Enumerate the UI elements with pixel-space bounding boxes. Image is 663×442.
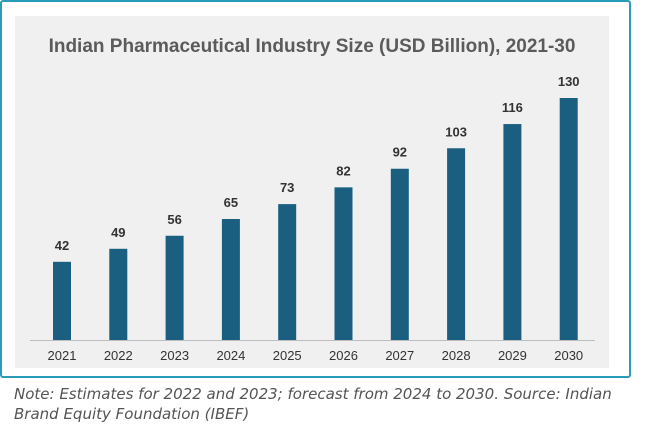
data-label-2026: 82 xyxy=(336,163,350,178)
data-label-2023: 56 xyxy=(167,212,181,227)
bar-2025 xyxy=(278,204,297,340)
data-label-2022: 49 xyxy=(111,225,125,240)
x-tick-label-2026: 2026 xyxy=(329,348,358,363)
x-tick-label-2028: 2028 xyxy=(442,348,471,363)
bar-2022 xyxy=(109,248,128,340)
bar-2021 xyxy=(53,261,71,340)
data-label-2029: 116 xyxy=(502,100,523,115)
bar-2030 xyxy=(559,98,578,340)
x-tick-label-2024: 2024 xyxy=(216,348,245,363)
data-label-2024: 65 xyxy=(224,195,238,210)
bar-2029 xyxy=(503,124,522,340)
x-tick-label-2027: 2027 xyxy=(385,348,414,363)
chart-frame: Indian Pharmaceutical Industry Size (USD… xyxy=(0,0,631,378)
chart-title: Indian Pharmaceutical Industry Size (USD… xyxy=(48,36,576,57)
data-label-2021: 42 xyxy=(55,238,69,253)
data-label-2027: 92 xyxy=(393,145,407,160)
data-label-2025: 73 xyxy=(280,180,294,195)
chart-panel: Indian Pharmaceutical Industry Size (USD… xyxy=(15,16,609,368)
x-tick-label-2021: 2021 xyxy=(48,348,77,363)
data-label-2030: 130 xyxy=(558,74,580,89)
bar-2028 xyxy=(447,148,466,340)
bar-chart: 42 2021 49 2022 56 2023 65 2024 73 2025 82 2026 92 20… xyxy=(30,74,595,363)
chart-note: Note: Estimates for 2022 and 2023; forec… xyxy=(14,385,612,423)
x-tick-label-2022: 2022 xyxy=(104,348,133,363)
x-tick-label-2023: 2023 xyxy=(160,348,189,363)
bar-2024 xyxy=(221,219,240,340)
data-label-2028: 103 xyxy=(445,124,467,139)
bar-2027 xyxy=(390,168,409,340)
x-tick-label-2030: 2030 xyxy=(554,348,583,363)
bar-2023 xyxy=(165,235,184,340)
bar-2026 xyxy=(334,187,353,340)
x-tick-label-2025: 2025 xyxy=(273,348,302,363)
x-tick-label-2029: 2029 xyxy=(498,348,527,363)
